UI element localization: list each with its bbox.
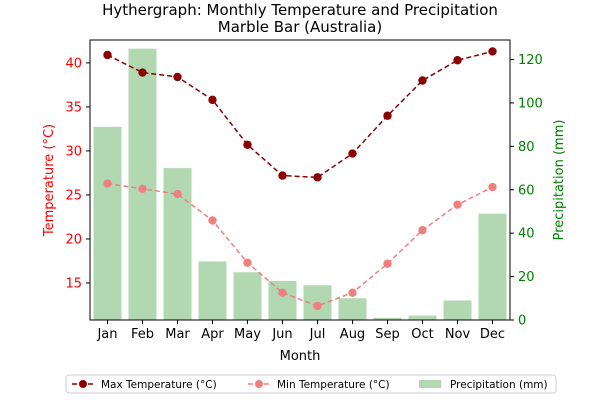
chart-title: Hythergraph: Monthly Temperature and Pre… xyxy=(102,1,498,19)
min-temp-point-nov xyxy=(453,200,462,209)
max-temp-point-jul xyxy=(313,173,322,182)
min-temp-point-feb xyxy=(138,184,147,194)
right-y-tick-label: 100 xyxy=(518,96,543,111)
max-temp-point-dec xyxy=(488,47,497,56)
left-y-axis-ticks: 15 20 25 30 35 40 xyxy=(65,56,90,292)
legend: Max Temperature (°C) Min Temperature (°C… xyxy=(65,374,557,394)
x-tick-label: May xyxy=(234,327,261,342)
max-temp-point-jan xyxy=(103,50,112,60)
precipitation-bar-apr xyxy=(198,261,227,320)
right-y-tick-label: 60 xyxy=(518,183,535,198)
left-y-tick-label: 25 xyxy=(65,188,82,203)
legend-precipitation-label: Precipitation (mm) xyxy=(450,379,548,391)
left-y-tick-label: 20 xyxy=(65,232,82,247)
min-temp-point-apr xyxy=(208,216,217,225)
min-temp-point-jun xyxy=(278,288,287,297)
max-temp-point-apr xyxy=(208,95,217,105)
x-tick-label: Aug xyxy=(340,327,365,342)
right-y-tick-label: 80 xyxy=(518,140,535,155)
precipitation-bar-nov xyxy=(443,300,472,320)
right-y-tick-label: 20 xyxy=(518,270,535,285)
precipitation-bar-may xyxy=(233,272,262,320)
min-temp-point-aug xyxy=(348,288,357,297)
left-y-tick-label: 15 xyxy=(65,277,82,292)
x-tick-label: Oct xyxy=(411,327,433,342)
max-temp-point-oct xyxy=(418,76,427,85)
legend-item-max-temp: Max Temperature (°C) xyxy=(72,379,217,391)
max-temp-point-may xyxy=(243,140,252,149)
x-tick-label: Mar xyxy=(165,327,190,342)
right-y-axis-label: Precipitation (mm) xyxy=(552,120,567,241)
left-y-tick-label: 35 xyxy=(65,100,82,115)
legend-item-precipitation: Precipitation (mm) xyxy=(419,379,548,391)
x-tick-label: Jun xyxy=(271,327,292,342)
left-y-axis-label: Temperature (°C) xyxy=(42,124,57,237)
max-temp-point-sep xyxy=(383,111,392,120)
precipitation-bar-aug xyxy=(338,298,367,320)
precipitation-bar-dec xyxy=(478,213,507,320)
left-y-tick-label: 30 xyxy=(65,144,82,159)
plot-frame xyxy=(89,39,511,321)
precipitation-bar-sep xyxy=(373,317,402,320)
precipitation-bar-jan xyxy=(93,126,122,320)
max-temp-point-aug xyxy=(348,149,357,158)
min-temp-point-sep xyxy=(383,259,392,268)
x-axis-label: Month xyxy=(280,349,321,364)
x-tick-label: Feb xyxy=(131,327,154,342)
legend-min-temp-label: Min Temperature (°C) xyxy=(277,379,390,391)
right-y-tick-label: 0 xyxy=(518,314,526,329)
precipitation-bar-jun xyxy=(268,280,297,320)
min-temp-point-jan xyxy=(103,179,112,188)
x-tick-label: Jul xyxy=(309,327,326,342)
min-temp-point-mar xyxy=(173,189,182,199)
min-temp-point-oct xyxy=(418,225,427,235)
min-temp-line xyxy=(107,182,493,307)
x-axis-ticks: Jan Feb Mar Apr May Jun Jul Aug Sep Oct Nov Dec xyxy=(96,320,505,342)
legend-max-temp-label: Max Temperature (°C) xyxy=(101,379,217,391)
chart-subtitle: Marble Bar (Australia) xyxy=(218,18,382,36)
right-y-tick-label: 120 xyxy=(518,53,543,68)
min-temp-point-dec xyxy=(488,182,497,192)
legend-precipitation-swatch xyxy=(419,380,441,388)
legend-min-temp-marker xyxy=(255,380,263,388)
legend-frame xyxy=(65,374,557,394)
x-tick-label: Dec xyxy=(480,327,505,342)
max-temp-line xyxy=(107,50,493,179)
temperature-lines xyxy=(103,47,497,311)
max-temp-point-mar xyxy=(173,72,182,82)
min-temp-point-jul xyxy=(313,301,322,311)
legend-item-min-temp: Min Temperature (°C) xyxy=(248,379,390,391)
legend-max-temp-marker xyxy=(79,380,87,388)
precipitation-bar-oct xyxy=(408,315,437,320)
right-y-tick-label: 40 xyxy=(518,227,535,242)
max-temp-point-nov xyxy=(453,56,462,65)
precipitation-bars xyxy=(93,48,507,321)
precipitation-bar-feb xyxy=(128,48,157,321)
x-tick-label: Sep xyxy=(375,327,400,342)
max-temp-point-feb xyxy=(138,68,147,77)
max-temp-point-jun xyxy=(278,171,287,180)
x-tick-label: Jan xyxy=(96,327,117,342)
x-tick-label: Apr xyxy=(201,327,224,342)
min-temp-point-may xyxy=(243,258,252,267)
x-tick-label: Nov xyxy=(445,327,471,342)
left-y-tick-label: 40 xyxy=(65,56,82,71)
right-y-axis-ticks: 0 20 40 60 80 100 120 xyxy=(510,53,543,329)
